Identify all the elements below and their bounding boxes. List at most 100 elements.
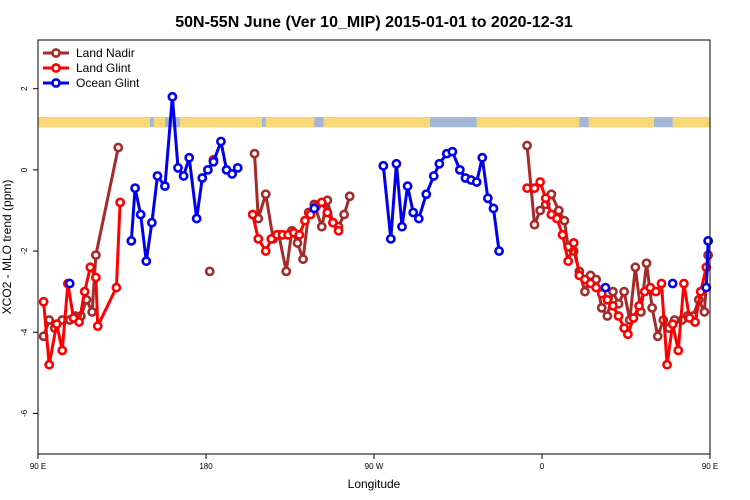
data-point: [602, 294, 613, 305]
series-land-glint: [38, 154, 712, 370]
data-point: [608, 286, 618, 297]
data-point: [630, 262, 641, 273]
land-band: [323, 117, 430, 128]
data-point: [309, 203, 320, 214]
data-point: [563, 256, 574, 267]
data-point: [634, 300, 644, 311]
data-point: [216, 136, 226, 147]
axes: 90 E 180 90 W 0 90 E 2 0 -2 -4 -6: [20, 86, 718, 471]
legend-item: Land Glint: [43, 61, 131, 75]
data-point: [344, 191, 355, 202]
data-point: [522, 140, 532, 151]
data-point: [619, 286, 630, 297]
data-point: [260, 246, 271, 256]
data-point: [667, 319, 678, 330]
data-point: [602, 311, 613, 321]
data-point: [253, 233, 264, 244]
chart-title: 50N-55N June (Ver 10_MIP) 2015-01-01 to …: [175, 14, 573, 31]
data-point: [413, 213, 424, 224]
data-point: [298, 254, 308, 265]
x-axis-label: Longitude: [348, 477, 401, 491]
plot-frame: [37, 39, 711, 455]
y-tick-label: -4: [20, 328, 29, 336]
data-point: [113, 142, 124, 153]
data-point: [471, 177, 482, 187]
data-point: [146, 217, 157, 228]
data-point: [197, 173, 208, 183]
data-point: [85, 262, 96, 273]
data-point: [87, 307, 98, 317]
data-point: [79, 286, 90, 297]
data-point: [701, 282, 712, 293]
data-point: [522, 183, 532, 194]
y-tick-label: -6: [20, 409, 29, 417]
data-point: [662, 359, 672, 370]
data-point: [540, 193, 551, 204]
series-layer: [38, 91, 714, 370]
data-point: [529, 183, 540, 194]
data-point: [652, 331, 663, 342]
data-point: [667, 278, 678, 289]
data-point: [557, 229, 568, 240]
land-band: [588, 117, 654, 128]
data-point: [647, 302, 658, 313]
data-point: [227, 169, 238, 179]
y-tick-label: 0: [20, 167, 29, 172]
x-tick-label: 180: [199, 462, 213, 471]
land-band: [179, 117, 262, 128]
data-point: [591, 282, 602, 293]
land-band: [542, 117, 580, 128]
x-tick-label: 90 W: [365, 462, 384, 471]
data-point: [397, 221, 407, 232]
data-point: [333, 225, 344, 236]
data-point: [292, 238, 303, 248]
data-point: [249, 148, 260, 159]
data-point: [608, 300, 618, 311]
data-point: [552, 213, 562, 224]
land-band: [38, 117, 150, 128]
data-point: [300, 215, 310, 226]
x-tick-label: 0: [540, 462, 545, 471]
data-point: [74, 317, 84, 327]
series-line: [42, 202, 122, 367]
series-line: [527, 180, 708, 367]
legend-label: Land Nadir: [76, 46, 135, 60]
data-point: [673, 345, 684, 356]
land-band: [153, 117, 165, 128]
data-point: [316, 197, 327, 208]
data-point: [316, 221, 327, 232]
data-point: [294, 229, 305, 240]
data-point: [385, 233, 396, 244]
data-point: [64, 278, 75, 289]
data-point: [260, 189, 271, 200]
data-point: [152, 171, 163, 181]
data-point: [628, 313, 639, 323]
data-point: [328, 217, 338, 228]
data-point: [247, 209, 258, 220]
data-point: [44, 359, 55, 370]
data-point: [378, 160, 389, 171]
data-point: [535, 205, 546, 216]
data-point: [135, 209, 146, 220]
data-point: [232, 162, 243, 173]
data-point: [90, 250, 101, 261]
data-point: [322, 207, 333, 218]
land-band: [265, 117, 315, 128]
data-point: [208, 156, 219, 167]
data-point: [641, 258, 652, 269]
data-point: [622, 329, 633, 340]
data-point: [167, 91, 178, 102]
data-point: [699, 307, 710, 317]
legend-label: Ocean Glint: [76, 76, 140, 90]
legend-item: Land Nadir: [43, 46, 135, 60]
data-point: [202, 164, 213, 175]
data-point: [494, 246, 504, 256]
data-point: [126, 236, 137, 246]
series-line: [704, 240, 710, 288]
data-point: [191, 213, 202, 224]
data-point: [339, 209, 350, 220]
data-point: [678, 278, 689, 289]
data-point: [596, 302, 607, 313]
data-point: [656, 278, 667, 289]
data-point: [580, 286, 590, 297]
